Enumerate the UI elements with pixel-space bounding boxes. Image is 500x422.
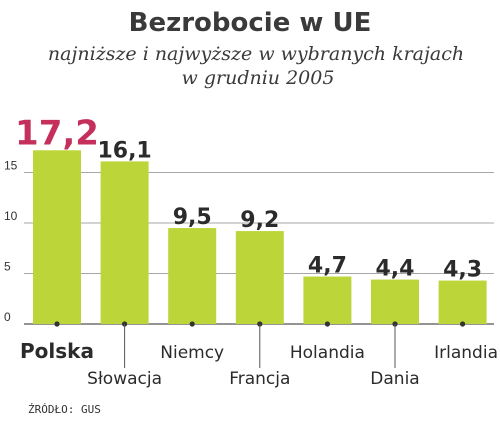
chart-subtitle-line1: najniższe i najwyższe w wybranych krajac… — [48, 43, 464, 65]
bars — [33, 150, 487, 324]
category-label: Słowacja — [87, 369, 162, 389]
x-tick-marker — [54, 321, 60, 327]
category-label: Irlandia — [434, 343, 498, 363]
chart-subtitle-line2: w grudniu 2005 — [182, 67, 335, 89]
value-label: 9,5 — [173, 205, 212, 230]
category-label: Holandia — [290, 343, 365, 363]
value-label: 9,2 — [240, 208, 279, 233]
bar — [371, 279, 419, 324]
value-label: 4,3 — [443, 258, 482, 283]
y-tick-label: 0 — [4, 310, 11, 324]
y-tick-label: 15 — [4, 159, 18, 173]
source-note: ŹRÓDŁO: GUS — [28, 403, 101, 416]
bar — [235, 231, 284, 324]
bar — [438, 280, 487, 324]
x-tick-marker — [460, 321, 466, 327]
category-label: Dania — [370, 369, 419, 389]
y-tick-label: 5 — [4, 260, 11, 274]
y-tick-label: 10 — [4, 209, 18, 223]
value-label: 4,7 — [308, 254, 347, 279]
bar — [33, 150, 81, 324]
bar — [100, 161, 149, 324]
value-label: 16,1 — [97, 138, 151, 163]
category-label: Polska — [20, 339, 94, 363]
value-label: 17,2 — [15, 113, 99, 153]
bar — [168, 228, 217, 324]
category-label: Niemcy — [160, 343, 224, 363]
chart-title: Bezrobocie w UE — [129, 8, 372, 38]
category-label: Francja — [229, 369, 290, 389]
x-tick-marker — [189, 321, 195, 327]
labels: 17,2 Polska 16,1 Słowacja 9,5 Niemcy 9,2 Francj… — [15, 113, 498, 389]
bar — [303, 276, 352, 324]
x-tick-marker — [324, 321, 330, 327]
value-label: 4,4 — [376, 257, 415, 282]
